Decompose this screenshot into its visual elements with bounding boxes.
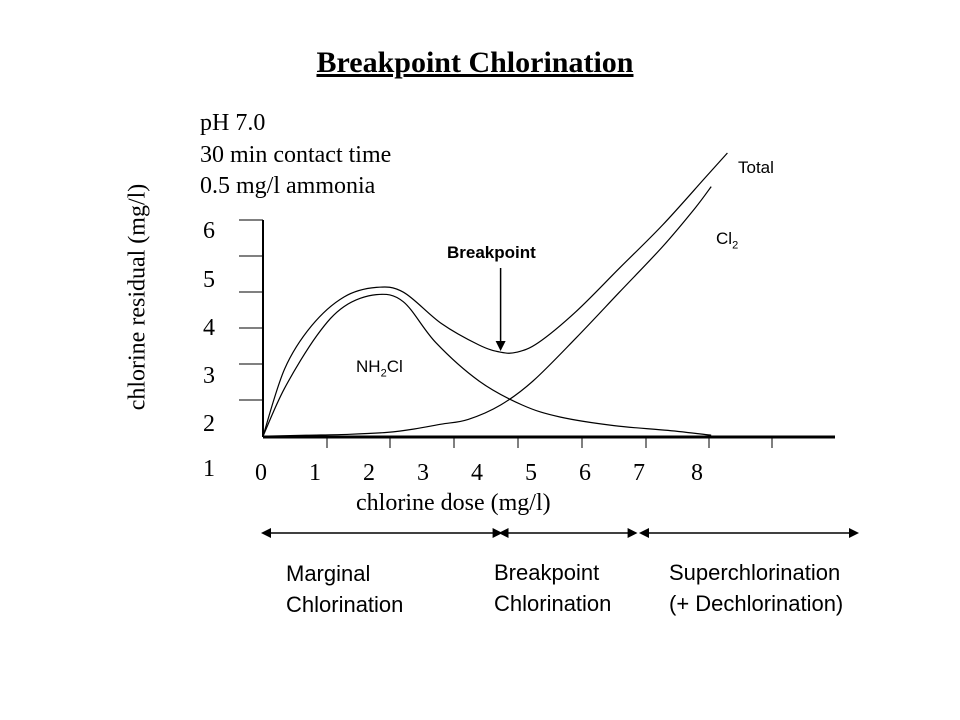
condition-contact-time: 30 min contact time (200, 142, 392, 168)
x-tick-label: 7 (633, 460, 645, 486)
region-label-line: Breakpoint (494, 560, 600, 585)
series-layer (262, 152, 728, 437)
chart-title: Breakpoint Chlorination (316, 46, 634, 79)
x-tick-label: 3 (417, 460, 429, 486)
y-axis-label: chlorine residual (mg/l) (124, 183, 151, 411)
series-line-nh2cl (262, 293, 712, 437)
region-label-line: Chlorination (494, 591, 612, 616)
x-tick-label: 5 (525, 460, 537, 486)
x-tick-label: 2 (363, 460, 375, 486)
series-line-cl2 (262, 186, 712, 437)
y-tick-label: 5 (203, 267, 215, 293)
region-marginal-chlorination: Marginal Chlorination (286, 558, 403, 620)
y-tick-label: 2 (203, 411, 215, 437)
y-tick-label: 3 (203, 363, 215, 389)
condition-ammonia: 0.5 mg/l ammonia (200, 173, 376, 199)
y-tick-label: 4 (203, 315, 215, 341)
x-tick-label: 0 (255, 460, 267, 486)
y-tick-label: 1 (203, 456, 215, 482)
axes (239, 219, 835, 448)
region-breakpoint-chlorination: Breakpoint Chlorination (494, 557, 611, 619)
breakpoint-label: Breakpoint (447, 243, 536, 262)
region-label-line: Superchlorination (669, 560, 841, 585)
region-label-line: (+ Dechlorination) (669, 591, 844, 616)
region-label-line: Marginal (286, 561, 371, 586)
x-tick-label: 8 (691, 460, 703, 486)
x-tick-label: 1 (309, 460, 321, 486)
x-axis-label: chlorine dose (mg/l) (356, 490, 551, 516)
y-tick-label: 6 (203, 218, 215, 244)
x-tick-label: 6 (579, 460, 591, 486)
region-superchlorination: Superchlorination (+ Dechlorination) (669, 557, 843, 619)
condition-ph: pH 7.0 (200, 110, 266, 136)
series-line-total (262, 152, 728, 437)
series-label-cl2: Cl2 (716, 229, 739, 252)
x-tick-label: 4 (471, 460, 483, 486)
arrows (261, 268, 859, 538)
region-label-line: Chlorination (286, 592, 404, 617)
series-label-total: Total (738, 158, 774, 177)
series-label-nh2cl: NH2Cl (356, 357, 403, 380)
